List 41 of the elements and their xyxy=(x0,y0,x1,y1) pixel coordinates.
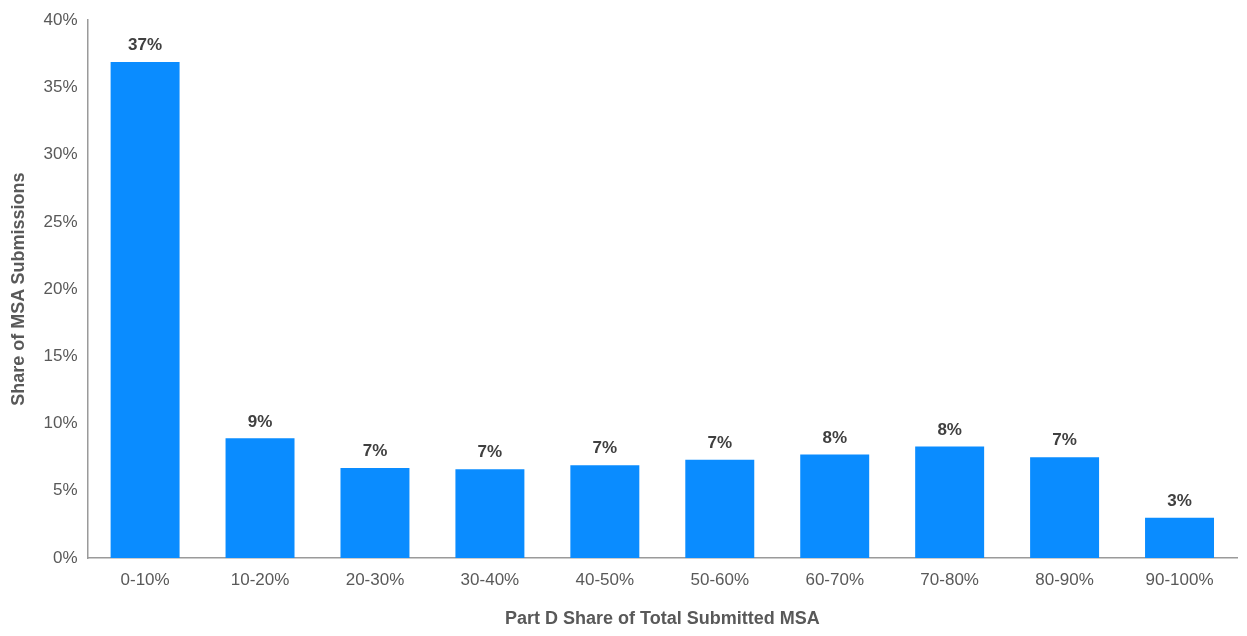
bar xyxy=(800,454,870,558)
y-tick-label: 10% xyxy=(43,413,78,433)
x-tick-label: 0-10% xyxy=(120,569,170,589)
x-tick-label: 30-40% xyxy=(460,569,520,589)
bar xyxy=(915,446,985,558)
y-tick-label: 20% xyxy=(43,278,78,298)
x-tick-label: 60-70% xyxy=(805,569,865,589)
data-label: 7% xyxy=(362,441,388,461)
data-label: 8% xyxy=(822,427,848,447)
bar xyxy=(1145,517,1215,558)
bar xyxy=(340,467,410,558)
x-tick-label: 20-30% xyxy=(345,569,405,589)
data-label: 9% xyxy=(247,411,273,431)
y-tick-label: 5% xyxy=(53,480,78,500)
y-tick-label: 35% xyxy=(43,77,78,97)
y-tick-label: 25% xyxy=(43,211,78,231)
x-tick-label: 80-90% xyxy=(1035,569,1094,589)
data-label: 7% xyxy=(1052,430,1077,450)
y-tick-label: 0% xyxy=(53,547,78,567)
data-label: 7% xyxy=(592,438,618,458)
data-label: 7% xyxy=(477,442,503,462)
x-tick-label: 10-20% xyxy=(230,569,290,589)
bar xyxy=(570,465,640,558)
data-label: 37% xyxy=(128,35,163,55)
data-label: 7% xyxy=(707,433,733,453)
data-label: 8% xyxy=(937,419,962,439)
data-label: 3% xyxy=(1167,490,1192,510)
bar xyxy=(225,438,295,558)
y-tick-label: 15% xyxy=(43,346,78,366)
x-tick-label: 70-80% xyxy=(920,569,979,589)
bar xyxy=(685,459,755,558)
x-tick-label: 50-60% xyxy=(690,569,750,589)
y-tick-label: 30% xyxy=(43,144,78,164)
x-tick-label: 90-100% xyxy=(1145,569,1214,589)
y-axis-title: Share of MSA Submissions xyxy=(7,172,28,406)
bar xyxy=(455,469,525,558)
x-tick-label: 40-50% xyxy=(575,569,635,589)
bar xyxy=(110,61,180,558)
y-tick-label: 40% xyxy=(43,9,78,29)
bar xyxy=(1030,457,1100,558)
x-axis-title: Part D Share of Total Submitted MSA xyxy=(504,608,820,629)
